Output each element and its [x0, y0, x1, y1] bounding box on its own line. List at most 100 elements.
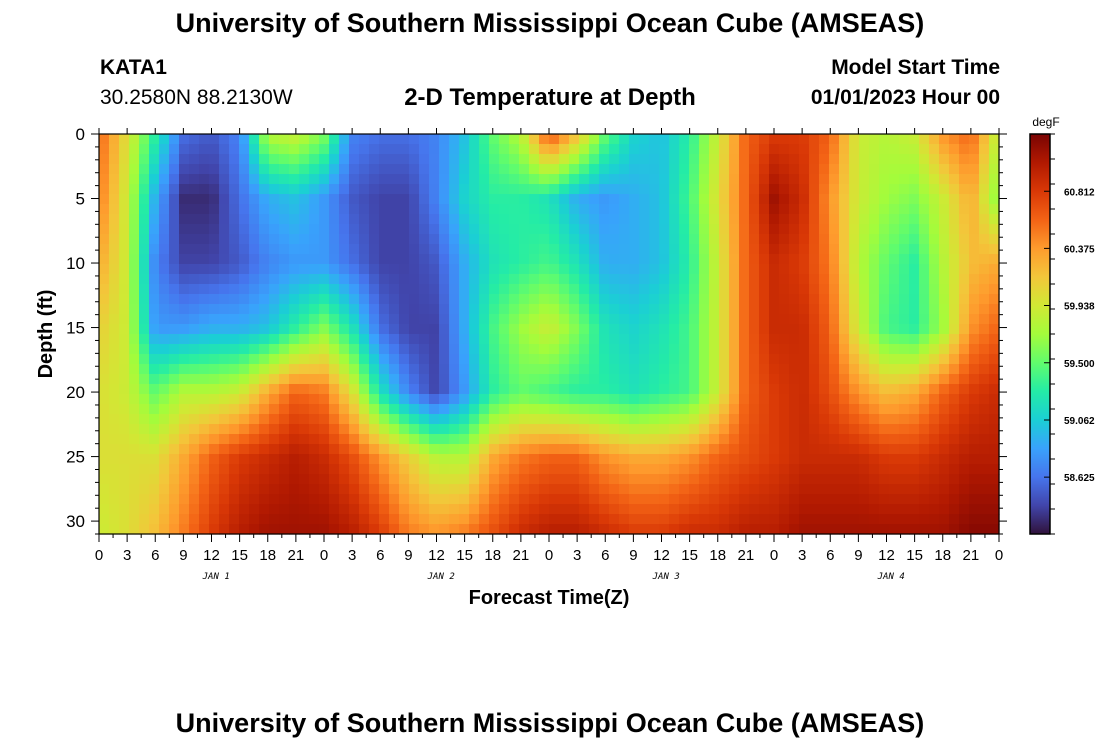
- heatmap-cell: [329, 384, 340, 395]
- heatmap-cell: [809, 324, 820, 335]
- heatmap-cell: [219, 134, 230, 145]
- heatmap-cell: [319, 144, 330, 155]
- heatmap-cell: [969, 494, 980, 505]
- heatmap-cell: [599, 304, 610, 315]
- heatmap-cell: [789, 274, 800, 285]
- heatmap-cell: [249, 134, 260, 145]
- heatmap-cell: [709, 404, 720, 415]
- heatmap-cell: [269, 334, 280, 345]
- heatmap-cell: [479, 384, 490, 395]
- heatmap-cell: [709, 474, 720, 485]
- heatmap-cell: [199, 144, 210, 155]
- heatmap-cell: [149, 424, 160, 435]
- heatmap-cell: [119, 504, 130, 515]
- heatmap-cell: [349, 354, 360, 365]
- heatmap-cell: [819, 144, 830, 155]
- heatmap-cell: [349, 174, 360, 185]
- colorbar-gradient: [1029, 133, 1051, 535]
- heatmap-cell: [819, 364, 830, 375]
- heatmap-cell: [909, 234, 920, 245]
- heatmap-cell: [179, 324, 190, 335]
- heatmap-cell: [189, 444, 200, 455]
- heatmap-cell: [459, 484, 470, 495]
- heatmap-cell: [249, 264, 260, 275]
- heatmap-cell: [629, 284, 640, 295]
- heatmap-cell: [849, 194, 860, 205]
- heatmap-cell: [599, 294, 610, 305]
- heatmap-cell: [569, 324, 580, 335]
- heatmap-cell: [99, 324, 110, 335]
- heatmap-cell: [559, 304, 570, 315]
- heatmap-cell: [299, 164, 310, 175]
- heatmap-cell: [249, 294, 260, 305]
- heatmap-cell: [129, 244, 140, 255]
- heatmap-cell: [939, 414, 950, 425]
- heatmap-cell: [119, 284, 130, 295]
- heatmap-cell: [929, 154, 940, 165]
- heatmap-cell: [99, 134, 110, 145]
- heatmap-cell: [169, 284, 180, 295]
- heatmap-cell: [779, 274, 790, 285]
- heatmap-cell: [819, 524, 830, 535]
- heatmap-cell: [709, 514, 720, 525]
- heatmap-cell: [769, 314, 780, 325]
- heatmap-cell: [639, 484, 650, 495]
- heatmap-cell: [679, 224, 690, 235]
- heatmap-cell: [219, 324, 230, 335]
- heatmap-cell: [669, 484, 680, 495]
- heatmap-cell: [819, 324, 830, 335]
- heatmap-cell: [149, 144, 160, 155]
- heatmap-cell: [169, 394, 180, 405]
- heatmap-cell: [879, 184, 890, 195]
- heatmap-cell: [489, 284, 500, 295]
- heatmap-cell: [579, 244, 590, 255]
- heatmap-cell: [619, 384, 630, 395]
- heatmap-cell: [859, 164, 870, 175]
- heatmap-cell: [639, 344, 650, 355]
- heatmap-cell: [969, 214, 980, 225]
- heatmap-cell: [649, 504, 660, 515]
- heatmap-cell: [229, 274, 240, 285]
- heatmap-cell: [429, 234, 440, 245]
- heatmap-cell: [259, 254, 270, 265]
- heatmap-cell: [519, 294, 530, 305]
- heatmap-cell: [559, 264, 570, 275]
- heatmap-cell: [579, 214, 590, 225]
- heatmap-cell: [499, 164, 510, 175]
- heatmap-cell: [409, 354, 420, 365]
- heatmap-cell: [309, 284, 320, 295]
- heatmap-cell: [649, 364, 660, 375]
- heatmap-cell: [129, 314, 140, 325]
- heatmap-cell: [99, 254, 110, 265]
- heatmap-cell: [409, 294, 420, 305]
- heatmap-cell: [709, 454, 720, 465]
- heatmap-cell: [879, 174, 890, 185]
- heatmap-cell: [349, 404, 360, 415]
- heatmap-cell: [309, 194, 320, 205]
- heatmap-cell: [939, 314, 950, 325]
- heatmap-cell: [229, 154, 240, 165]
- heatmap-cell: [419, 474, 430, 485]
- heatmap-cell: [169, 234, 180, 245]
- heatmap-cell: [309, 134, 320, 145]
- heatmap-cell: [289, 154, 300, 165]
- heatmap-cell: [689, 184, 700, 195]
- heatmap-cell: [589, 424, 600, 435]
- heatmap-cell: [869, 164, 880, 175]
- heatmap-cell: [369, 294, 380, 305]
- heatmap-cell: [559, 134, 570, 145]
- heatmap-cell: [309, 144, 320, 155]
- heatmap-cell: [559, 244, 570, 255]
- heatmap-cell: [419, 264, 430, 275]
- heatmap-cell: [249, 344, 260, 355]
- heatmap-cell: [669, 384, 680, 395]
- heatmap-cell: [849, 284, 860, 295]
- heatmap-cell: [779, 204, 790, 215]
- heatmap-cell: [569, 184, 580, 195]
- heatmap-cell: [439, 254, 450, 265]
- heatmap-cell: [459, 414, 470, 425]
- heatmap-cell: [549, 414, 560, 425]
- heatmap-cell: [349, 244, 360, 255]
- heatmap-cell: [339, 374, 350, 385]
- heatmap-cell: [489, 314, 500, 325]
